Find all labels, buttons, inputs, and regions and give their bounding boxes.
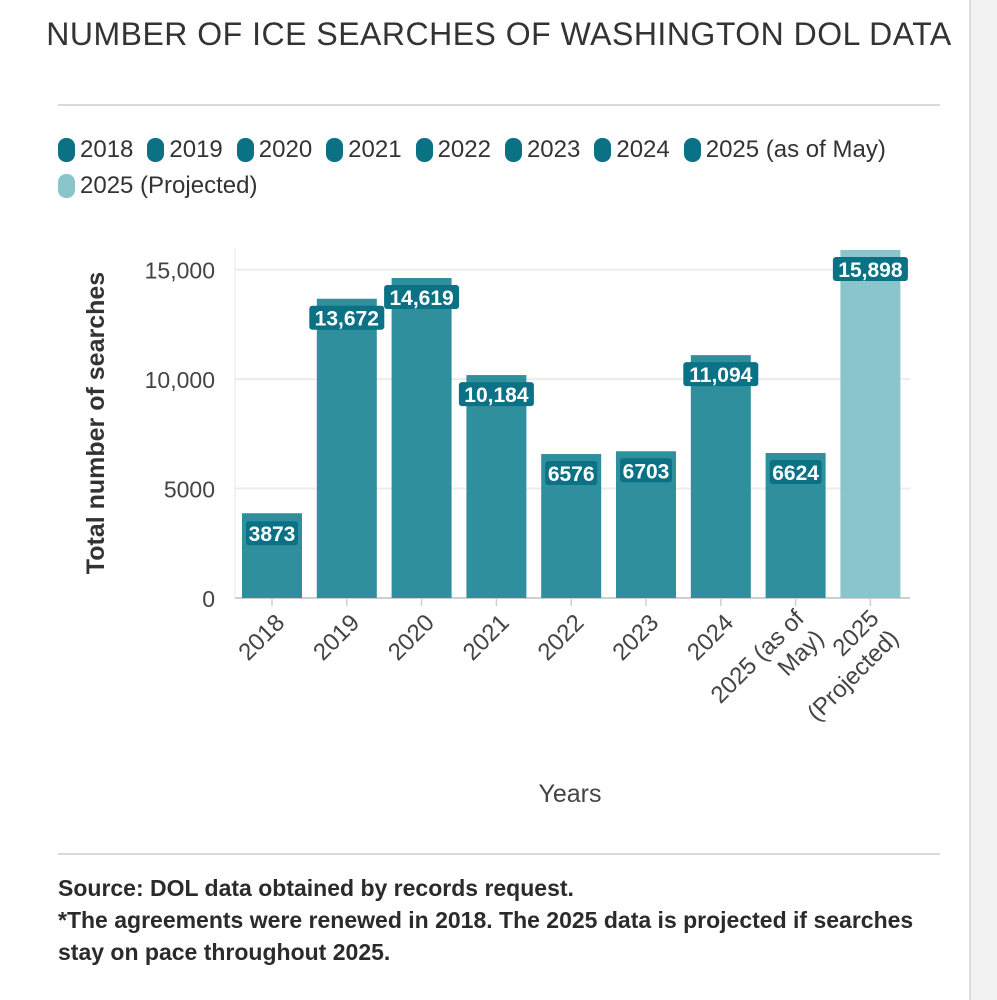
- legend-item[interactable]: 2023: [504, 136, 581, 164]
- data-label: 6576: [548, 463, 595, 486]
- legend-label: 2021: [348, 136, 402, 163]
- x-tick-label-line: 2021: [458, 609, 515, 666]
- legend-item[interactable]: 2025 (Projected): [58, 172, 257, 200]
- x-tick-label-line: 2020: [383, 609, 440, 666]
- footnote: *The agreements were renewed in 2018. Th…: [58, 907, 914, 965]
- data-label-bg: [458, 382, 534, 407]
- legend-item[interactable]: 2019: [147, 136, 223, 164]
- y-tick-label: 15,000: [145, 258, 215, 284]
- legend-item[interactable]: 2024: [594, 136, 670, 164]
- x-tick-label: 2020: [383, 609, 440, 666]
- legend-label: 2023: [526, 136, 581, 163]
- x-axis-label: Years: [538, 780, 601, 808]
- data-label: 6624: [772, 462, 819, 485]
- y-tick-label: 0: [202, 586, 215, 612]
- legend-label: 2020: [258, 136, 313, 163]
- y-tick-label: 5000: [164, 477, 215, 503]
- legend-label: 2022: [437, 136, 491, 163]
- legend-swatch: [236, 138, 254, 162]
- legend-swatch: [58, 174, 75, 198]
- data-label-bg: [683, 362, 759, 387]
- legend-swatch: [415, 138, 433, 162]
- legend-swatch: [326, 138, 344, 162]
- x-tick-label: 2022: [533, 609, 590, 666]
- x-tick-label: 2023: [607, 609, 664, 666]
- x-tick-label-line: 2023: [607, 609, 664, 666]
- x-tick-label: 2018: [233, 609, 290, 666]
- legend-item[interactable]: 2018: [58, 136, 133, 164]
- window-edge: [969, 0, 997, 1000]
- legend-swatch: [147, 138, 165, 162]
- top-divider: [58, 104, 940, 106]
- x-tick-label-line: 2018: [233, 609, 290, 666]
- chart-legend: 2018 2019 2020 2021 2022 2023 2024 2025 (as of …: [58, 136, 938, 200]
- legend-label: 2025 (Projected): [80, 172, 258, 199]
- x-tick-label: 2021: [458, 609, 515, 666]
- data-label: 15,898: [838, 259, 903, 282]
- data-label-bg: [620, 458, 672, 483]
- data-label: 13,672: [315, 308, 379, 331]
- data-label-bg: [309, 305, 385, 330]
- legend-item[interactable]: 2025 (as of May): [683, 136, 886, 164]
- x-tick-label: 2024: [682, 609, 739, 666]
- source-note: Source: DOL data obtained by records req…: [58, 875, 574, 901]
- x-tick-label-line: 2024: [682, 609, 739, 666]
- data-label: 6703: [623, 460, 670, 483]
- x-tick-label: 2019: [308, 609, 365, 666]
- bar: [466, 375, 527, 598]
- bar-chart: 0 5000 10,000 15,000 Total number of searche…: [82, 248, 910, 808]
- legend-swatch: [58, 138, 75, 162]
- legend-item[interactable]: 2020: [236, 136, 313, 164]
- y-axis-label: Total number of searches: [82, 272, 110, 574]
- data-label-bg: [545, 461, 598, 486]
- legend-label: 2019: [169, 136, 223, 163]
- data-label-bg: [769, 460, 822, 485]
- bar: [391, 277, 452, 598]
- legend-label: 2025 (as of May): [705, 136, 886, 163]
- bottom-divider: [58, 853, 940, 855]
- y-tick-label: 10,000: [145, 367, 215, 393]
- bar: [316, 298, 377, 598]
- data-label-bg: [246, 521, 298, 546]
- x-tick-label-line: 2019: [308, 609, 365, 666]
- bar: [840, 250, 901, 598]
- data-label: 10,184: [464, 384, 529, 407]
- legend-label: 2024: [616, 136, 670, 163]
- legend-swatch: [683, 138, 701, 162]
- data-label-bg: [384, 284, 460, 309]
- legend-item[interactable]: 2021: [326, 136, 402, 164]
- legend-swatch: [594, 138, 612, 162]
- chart-title: NUMBER OF ICE SEARCHES OF WASHINGTON DOL…: [46, 16, 952, 52]
- x-tick-label-line: 2022: [533, 609, 590, 666]
- data-label: 11,094: [689, 364, 752, 387]
- chart-footer: Source: DOL data obtained by records req…: [58, 872, 938, 968]
- legend-swatch: [504, 138, 522, 162]
- data-label: 14,619: [389, 287, 453, 310]
- bar: [690, 355, 751, 598]
- legend-label: 2018: [80, 136, 134, 163]
- legend-item[interactable]: 2022: [415, 136, 491, 164]
- data-label: 3873: [249, 523, 296, 546]
- data-label-bg: [832, 257, 908, 281]
